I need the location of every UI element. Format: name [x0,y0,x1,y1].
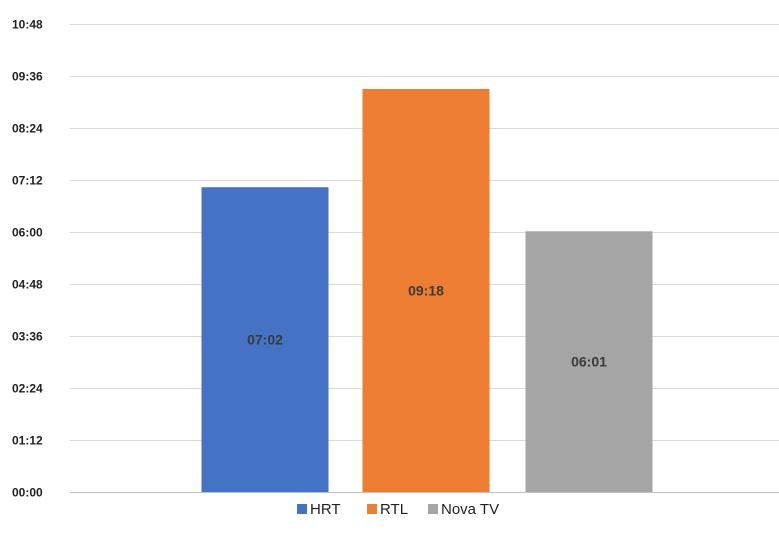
y-tick-label: 00:00 [12,486,43,500]
y-tick-label: 02:24 [12,382,43,396]
data-label: 07:02 [247,332,283,348]
data-labels: 07:02 09:18 06:01 [247,283,607,370]
legend-swatch [367,504,377,514]
bars [201,89,653,492]
y-tick-label: 04:48 [12,278,43,292]
y-axis: 00:00 01:12 02:24 03:36 04:48 06:00 07:12 08:24… [12,18,43,500]
bar-rtl [362,89,490,492]
y-tick-label: 03:36 [12,330,43,344]
y-tick-label: 08:24 [12,122,43,136]
y-tick-label: 01:12 [12,434,43,448]
legend: HRT RTL Nova TV [297,501,499,518]
legend-label: RTL [380,501,408,518]
data-label: 06:01 [571,354,607,370]
legend-label: HRT [310,501,341,518]
data-label: 09:18 [408,283,444,299]
bar-nova-tv [525,231,653,492]
y-tick-label: 09:36 [12,70,43,84]
y-tick-label: 07:12 [12,174,43,188]
legend-swatch [297,504,307,514]
legend-label: Nova TV [441,501,499,518]
y-tick-label: 10:48 [12,18,43,32]
y-tick-label: 06:00 [12,226,43,240]
bar-hrt [201,187,329,492]
legend-swatch [428,504,438,514]
